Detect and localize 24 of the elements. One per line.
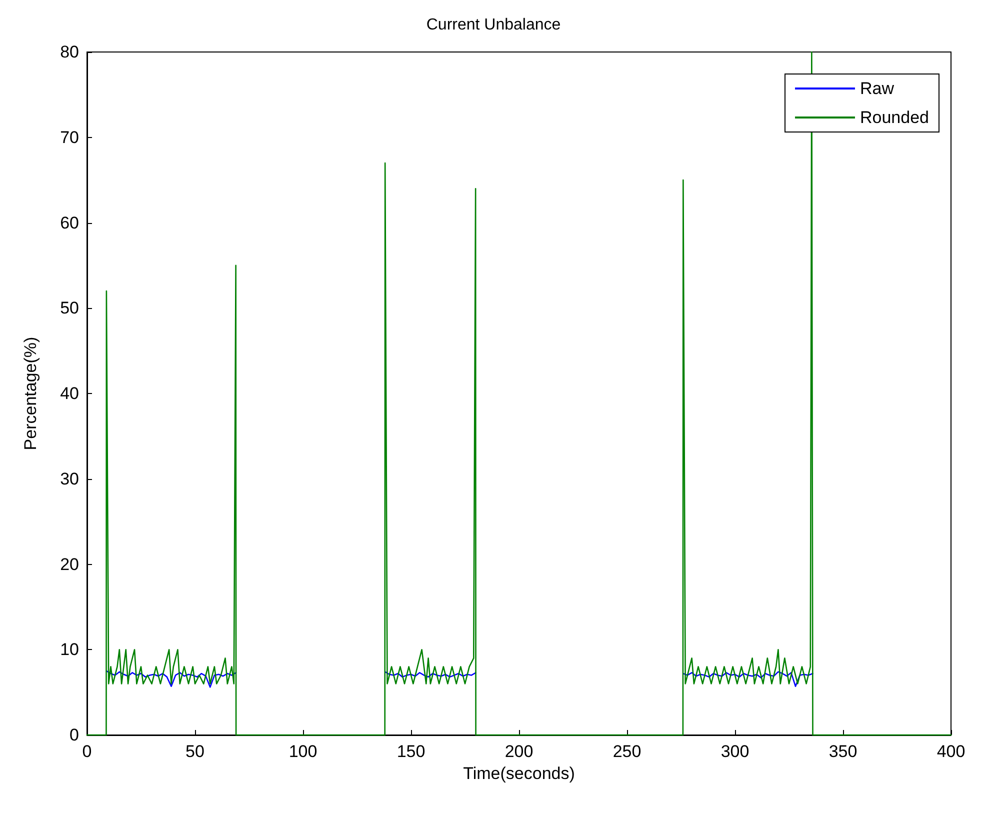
legend-label: Raw [860, 79, 895, 98]
x-tick-label: 200 [504, 742, 534, 761]
y-tick-label: 70 [60, 128, 79, 147]
x-tick-label: 100 [288, 742, 318, 761]
line-series [86, 51, 952, 736]
y-tick-label: 0 [70, 726, 79, 744]
x-tick-label: 0 [82, 742, 92, 761]
y-tick-label: 60 [60, 213, 79, 232]
y-tick-label: 50 [60, 298, 79, 318]
x-tick-label: 300 [720, 742, 750, 761]
y-tick-label: 10 [60, 640, 79, 660]
y-tick-label: 20 [60, 554, 79, 574]
chart-title: Current Unbalance [426, 16, 561, 34]
y-tick-label: 30 [60, 469, 79, 488]
x-tick-label: 150 [396, 742, 426, 761]
x-tick-label: 350 [828, 742, 858, 761]
x-tick-label: 400 [936, 742, 966, 761]
y-tick-label: 80 [60, 42, 79, 62]
y-tick-label: 40 [60, 384, 79, 403]
x-tick-label: 250 [612, 742, 642, 761]
y-axis-title: Percentage(%) [21, 336, 40, 450]
x-tick-label: 50 [186, 742, 204, 761]
x-axis-title: Time(seconds) [463, 764, 575, 783]
legend-label: Rounded [860, 108, 930, 127]
